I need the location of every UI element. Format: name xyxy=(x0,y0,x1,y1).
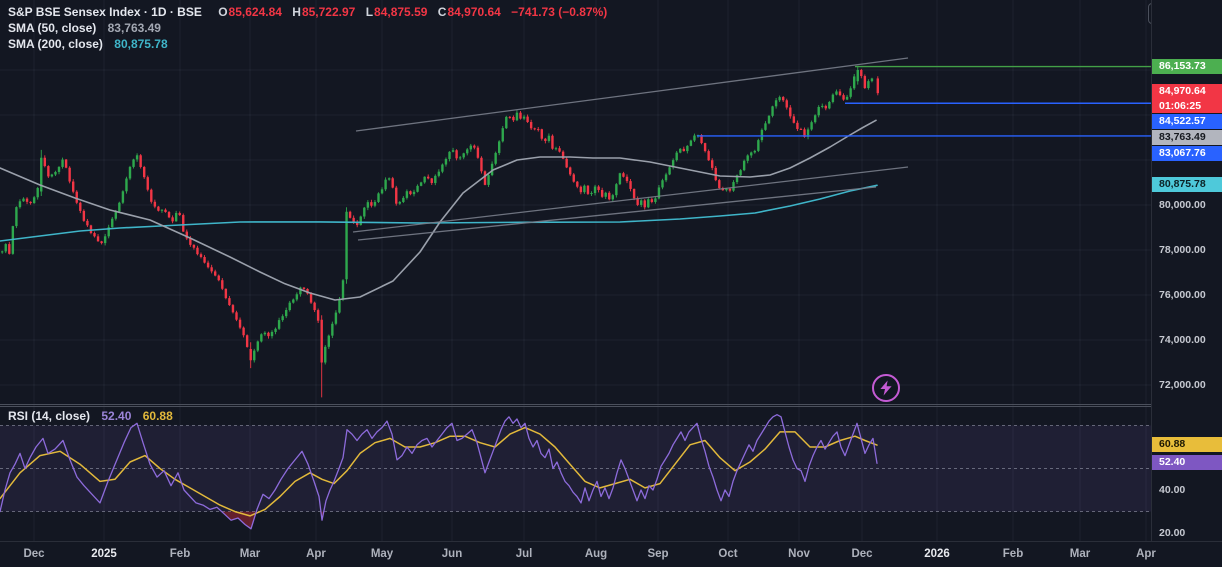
month-label: May xyxy=(370,548,394,560)
month-label: Jun xyxy=(441,548,463,560)
month-label: Feb xyxy=(169,548,191,560)
month-label: Apr xyxy=(1136,548,1156,560)
time-axis[interactable]: Dec 2025 Feb Mar Apr May Jun Jul Aug Sep Oct Nov Dec… xyxy=(0,541,1222,567)
month-label: Aug xyxy=(584,548,608,560)
month-label: Feb xyxy=(1002,548,1024,560)
price-label: 84,970.64 01:06:25 xyxy=(1152,83,1222,113)
year-label: 2026 xyxy=(924,548,950,560)
rsi-tick: 40.00 xyxy=(1159,483,1186,496)
month-label: Nov xyxy=(788,548,810,560)
price-axis[interactable]: 80,000.00 78,000.00 76,000.00 74,000.00 72,0… xyxy=(1151,0,1222,541)
rsi-label: 60.88 xyxy=(1152,437,1222,452)
rsi-tick: 20.00 xyxy=(1159,526,1186,539)
price-label: 84,522.57 xyxy=(1152,113,1222,129)
rsi-label: 52.40 xyxy=(1152,455,1222,470)
price-tick: 80,000.00 xyxy=(1159,198,1206,211)
month-label: Dec xyxy=(851,548,873,560)
lightning-trade-button[interactable] xyxy=(872,374,900,402)
price-tick: 78,000.00 xyxy=(1159,243,1206,256)
month-label: Sep xyxy=(647,548,669,560)
month-label: Apr xyxy=(306,548,326,560)
price-tick: 72,000.00 xyxy=(1159,378,1206,391)
countdown-timer: 01:06:25 xyxy=(1159,99,1202,112)
month-label: Dec xyxy=(23,548,45,560)
year-label: 2025 xyxy=(91,548,117,560)
price-tick: 74,000.00 xyxy=(1159,333,1206,346)
price-label: 83,763.49 xyxy=(1152,130,1222,145)
month-label: Jul xyxy=(515,548,533,560)
month-label: Mar xyxy=(239,548,261,560)
month-label: Mar xyxy=(1069,548,1091,560)
price-label: 86,153.73 xyxy=(1152,58,1222,74)
lightning-icon xyxy=(880,380,892,396)
price-label: 83,067.76 xyxy=(1152,146,1222,161)
month-label: Oct xyxy=(718,548,738,560)
price-tick: 76,000.00 xyxy=(1159,288,1206,301)
price-label: 80,875.78 xyxy=(1152,176,1222,192)
